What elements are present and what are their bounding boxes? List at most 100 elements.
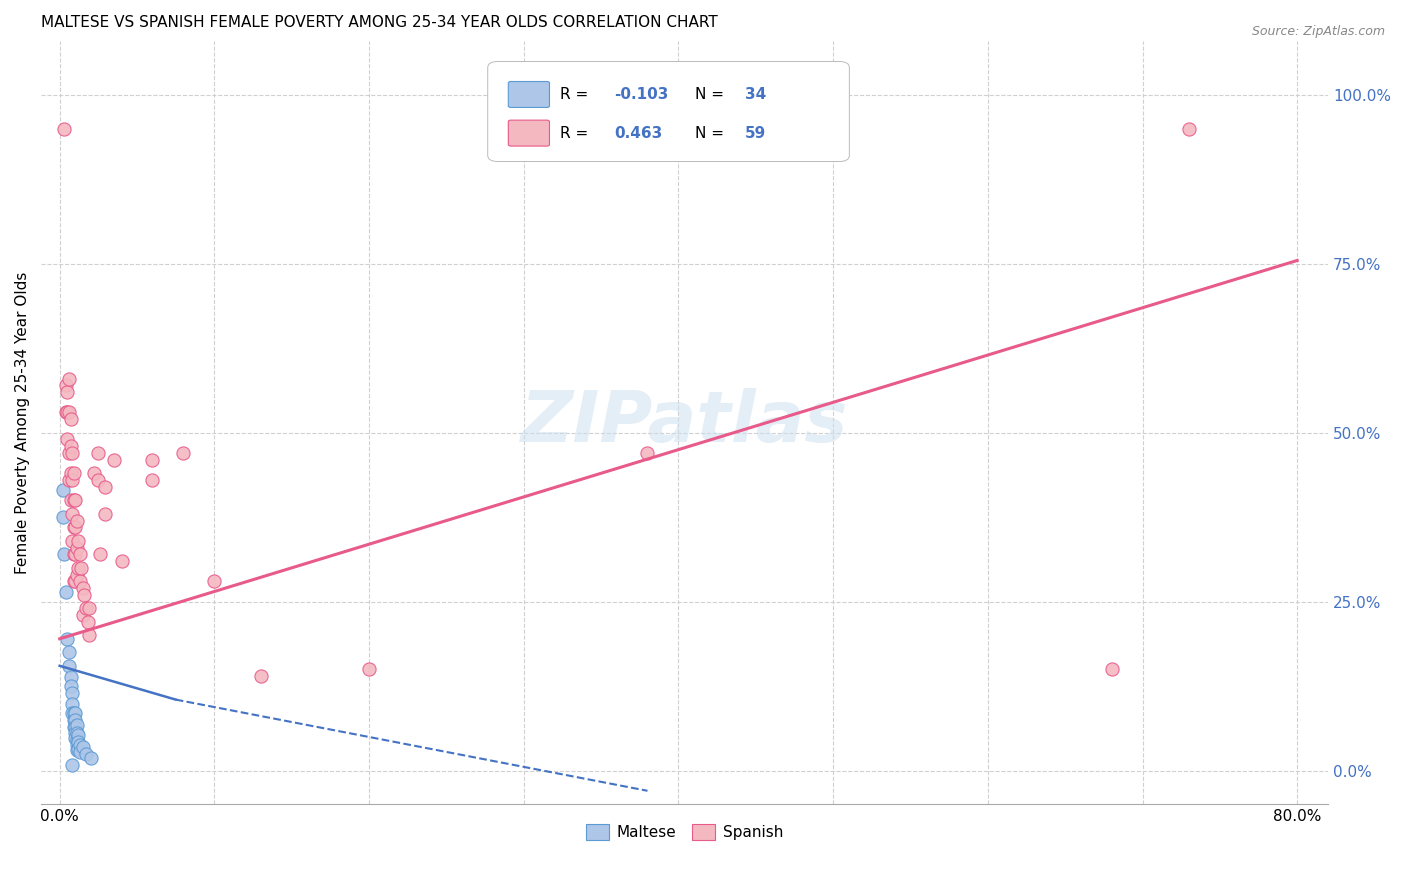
Point (60, 686, 83, 700)
Text: 59: 59 (745, 126, 766, 141)
Point (60, 758, 83, 772)
Point (66, 567, 89, 582)
Text: R =: R = (560, 87, 593, 102)
Point (63, 706, 86, 720)
Legend: Maltese, Spanish: Maltese, Spanish (581, 818, 789, 847)
Point (202, 574, 225, 589)
Point (56, 632, 79, 646)
Point (76, 615, 98, 629)
Point (63, 493, 86, 508)
FancyBboxPatch shape (509, 120, 550, 146)
Point (77, 601, 100, 615)
Point (53, 121, 76, 136)
Point (73, 588, 96, 602)
Text: MALTESE VS SPANISH FEMALE POVERTY AMONG 25-34 YEAR OLDS CORRELATION CHART: MALTESE VS SPANISH FEMALE POVERTY AMONG … (41, 15, 718, 30)
Point (1178, 121, 1201, 136)
FancyBboxPatch shape (509, 81, 550, 107)
Point (79, 751, 101, 765)
Point (67, 728, 90, 742)
Point (87, 473, 110, 487)
Point (89, 547, 111, 561)
FancyBboxPatch shape (488, 62, 849, 161)
Point (72, 581, 94, 595)
Point (63, 731, 86, 745)
Point (83, 467, 105, 481)
Point (63, 547, 86, 561)
Point (60, 446, 83, 460)
Point (63, 574, 86, 589)
Point (66, 743, 89, 757)
Point (62, 467, 84, 481)
Point (67, 742, 90, 756)
Point (172, 446, 194, 460)
Point (66, 738, 89, 752)
Point (60, 473, 83, 487)
Point (67, 735, 90, 749)
Point (62, 547, 84, 561)
Point (62, 706, 84, 720)
Text: Source: ZipAtlas.com: Source: ZipAtlas.com (1251, 25, 1385, 38)
Point (69, 547, 91, 561)
Point (69, 574, 91, 589)
Point (69, 745, 91, 759)
Point (59, 679, 82, 693)
Point (72, 608, 94, 623)
Point (56, 433, 79, 447)
Point (58, 658, 80, 673)
Point (103, 452, 125, 467)
Point (62, 493, 84, 508)
Point (67, 533, 90, 548)
Point (66, 541, 89, 555)
Point (66, 717, 89, 731)
Point (67, 561, 90, 575)
Point (56, 405, 79, 419)
Point (87, 446, 110, 460)
Point (66, 726, 89, 740)
Point (63, 720, 86, 734)
Point (58, 473, 80, 487)
Text: N =: N = (695, 87, 728, 102)
Point (63, 726, 86, 740)
Point (93, 507, 115, 521)
Point (69, 738, 91, 752)
Y-axis label: Female Poverty Among 25-34 Year Olds: Female Poverty Among 25-34 Year Olds (15, 271, 30, 574)
Point (59, 439, 82, 453)
Point (110, 554, 132, 568)
Point (53, 547, 76, 561)
Point (60, 507, 83, 521)
Point (62, 574, 84, 589)
Point (141, 473, 163, 487)
Point (59, 467, 82, 481)
Point (62, 720, 84, 734)
Point (63, 520, 86, 534)
Point (59, 670, 82, 684)
Point (60, 706, 83, 720)
Point (58, 446, 80, 460)
Point (59, 412, 82, 426)
Point (637, 446, 659, 460)
Text: N =: N = (695, 126, 728, 141)
Text: R =: R = (560, 126, 593, 141)
Point (55, 378, 77, 392)
Point (249, 669, 271, 683)
Point (62, 520, 84, 534)
Point (60, 698, 83, 712)
Point (75, 747, 97, 761)
Point (55, 405, 77, 419)
Point (63, 713, 86, 727)
Point (66, 514, 89, 528)
Point (52, 510, 75, 524)
Point (58, 372, 80, 386)
Point (62, 713, 84, 727)
Point (357, 662, 380, 676)
Point (66, 733, 89, 747)
Point (52, 483, 75, 498)
Text: 34: 34 (745, 87, 766, 102)
Point (55, 584, 77, 599)
Point (1101, 662, 1123, 676)
Point (93, 480, 115, 494)
Point (58, 645, 80, 659)
Point (59, 493, 82, 508)
Point (58, 405, 80, 419)
Point (141, 452, 163, 467)
